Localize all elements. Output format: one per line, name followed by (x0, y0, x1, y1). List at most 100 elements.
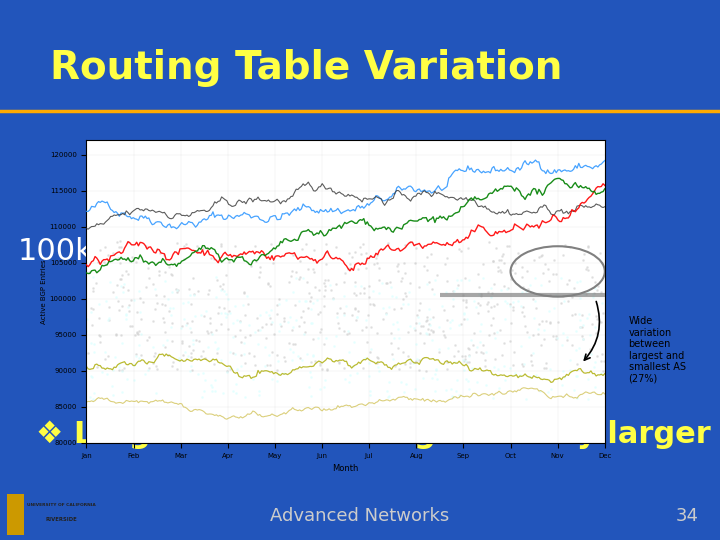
Point (516, 287, 528, 296)
Point (192, 369, 203, 378)
Point (243, 321, 254, 329)
Point (449, 286, 460, 295)
Point (113, 360, 125, 368)
Point (358, 284, 369, 293)
Point (404, 279, 415, 287)
Point (127, 255, 138, 264)
Point (456, 352, 468, 361)
Point (175, 324, 186, 333)
Point (481, 300, 492, 308)
Point (582, 242, 594, 251)
Point (413, 355, 424, 364)
Point (461, 298, 472, 306)
Point (215, 282, 226, 291)
Point (480, 356, 491, 364)
Point (233, 251, 244, 260)
Point (431, 271, 443, 280)
Point (262, 279, 274, 287)
Point (413, 319, 425, 327)
Point (505, 337, 516, 346)
Point (297, 307, 309, 316)
Point (536, 280, 547, 289)
Point (235, 337, 247, 346)
Point (338, 309, 350, 318)
Point (474, 300, 486, 309)
Point (372, 354, 384, 362)
Point (186, 365, 198, 374)
Point (453, 321, 464, 329)
Point (373, 289, 384, 298)
Point (320, 333, 331, 342)
Point (99, 347, 111, 356)
Point (318, 340, 330, 348)
Point (305, 392, 317, 400)
Point (160, 342, 171, 351)
Point (272, 357, 284, 366)
Point (89, 340, 100, 348)
Point (455, 246, 467, 255)
Point (210, 325, 222, 334)
Point (578, 249, 590, 258)
Point (271, 300, 283, 309)
Point (386, 292, 397, 300)
Point (501, 299, 513, 308)
Point (580, 264, 592, 273)
Point (150, 362, 162, 370)
Point (581, 314, 593, 322)
Point (501, 285, 513, 294)
Point (598, 357, 610, 366)
Point (499, 297, 510, 306)
Point (179, 315, 190, 323)
Point (132, 328, 143, 337)
Point (107, 288, 119, 296)
Point (392, 266, 403, 275)
Point (184, 324, 195, 333)
Point (365, 345, 377, 354)
Point (238, 350, 250, 359)
Point (338, 364, 350, 373)
Point (475, 292, 487, 301)
Point (582, 241, 594, 250)
Point (584, 310, 595, 319)
Point (494, 383, 505, 392)
Point (307, 335, 319, 344)
Point (147, 358, 158, 367)
Point (131, 328, 143, 336)
Point (492, 364, 503, 373)
Y-axis label: Active BGP Entries: Active BGP Entries (41, 259, 47, 324)
Point (504, 363, 516, 372)
Point (230, 380, 241, 388)
Point (165, 322, 176, 331)
Point (113, 362, 125, 371)
Point (494, 266, 505, 275)
Point (392, 344, 404, 353)
Point (134, 308, 145, 316)
Point (557, 251, 569, 259)
Point (574, 294, 585, 302)
Point (383, 302, 395, 311)
Point (477, 260, 489, 268)
Point (338, 310, 349, 319)
Point (495, 255, 507, 264)
Point (166, 319, 178, 327)
Point (262, 280, 274, 289)
Point (388, 333, 400, 342)
Point (589, 288, 600, 297)
Point (470, 348, 482, 356)
Point (111, 281, 122, 290)
Point (95, 332, 107, 340)
Point (324, 281, 336, 289)
Point (215, 240, 227, 248)
Point (457, 296, 469, 305)
Point (297, 356, 308, 364)
Point (567, 340, 578, 349)
Point (427, 284, 438, 293)
Point (364, 391, 375, 400)
Point (557, 341, 568, 350)
Point (405, 355, 416, 364)
Point (357, 240, 369, 248)
Point (474, 327, 485, 335)
Point (343, 248, 354, 257)
Point (178, 242, 189, 251)
Point (122, 254, 133, 263)
